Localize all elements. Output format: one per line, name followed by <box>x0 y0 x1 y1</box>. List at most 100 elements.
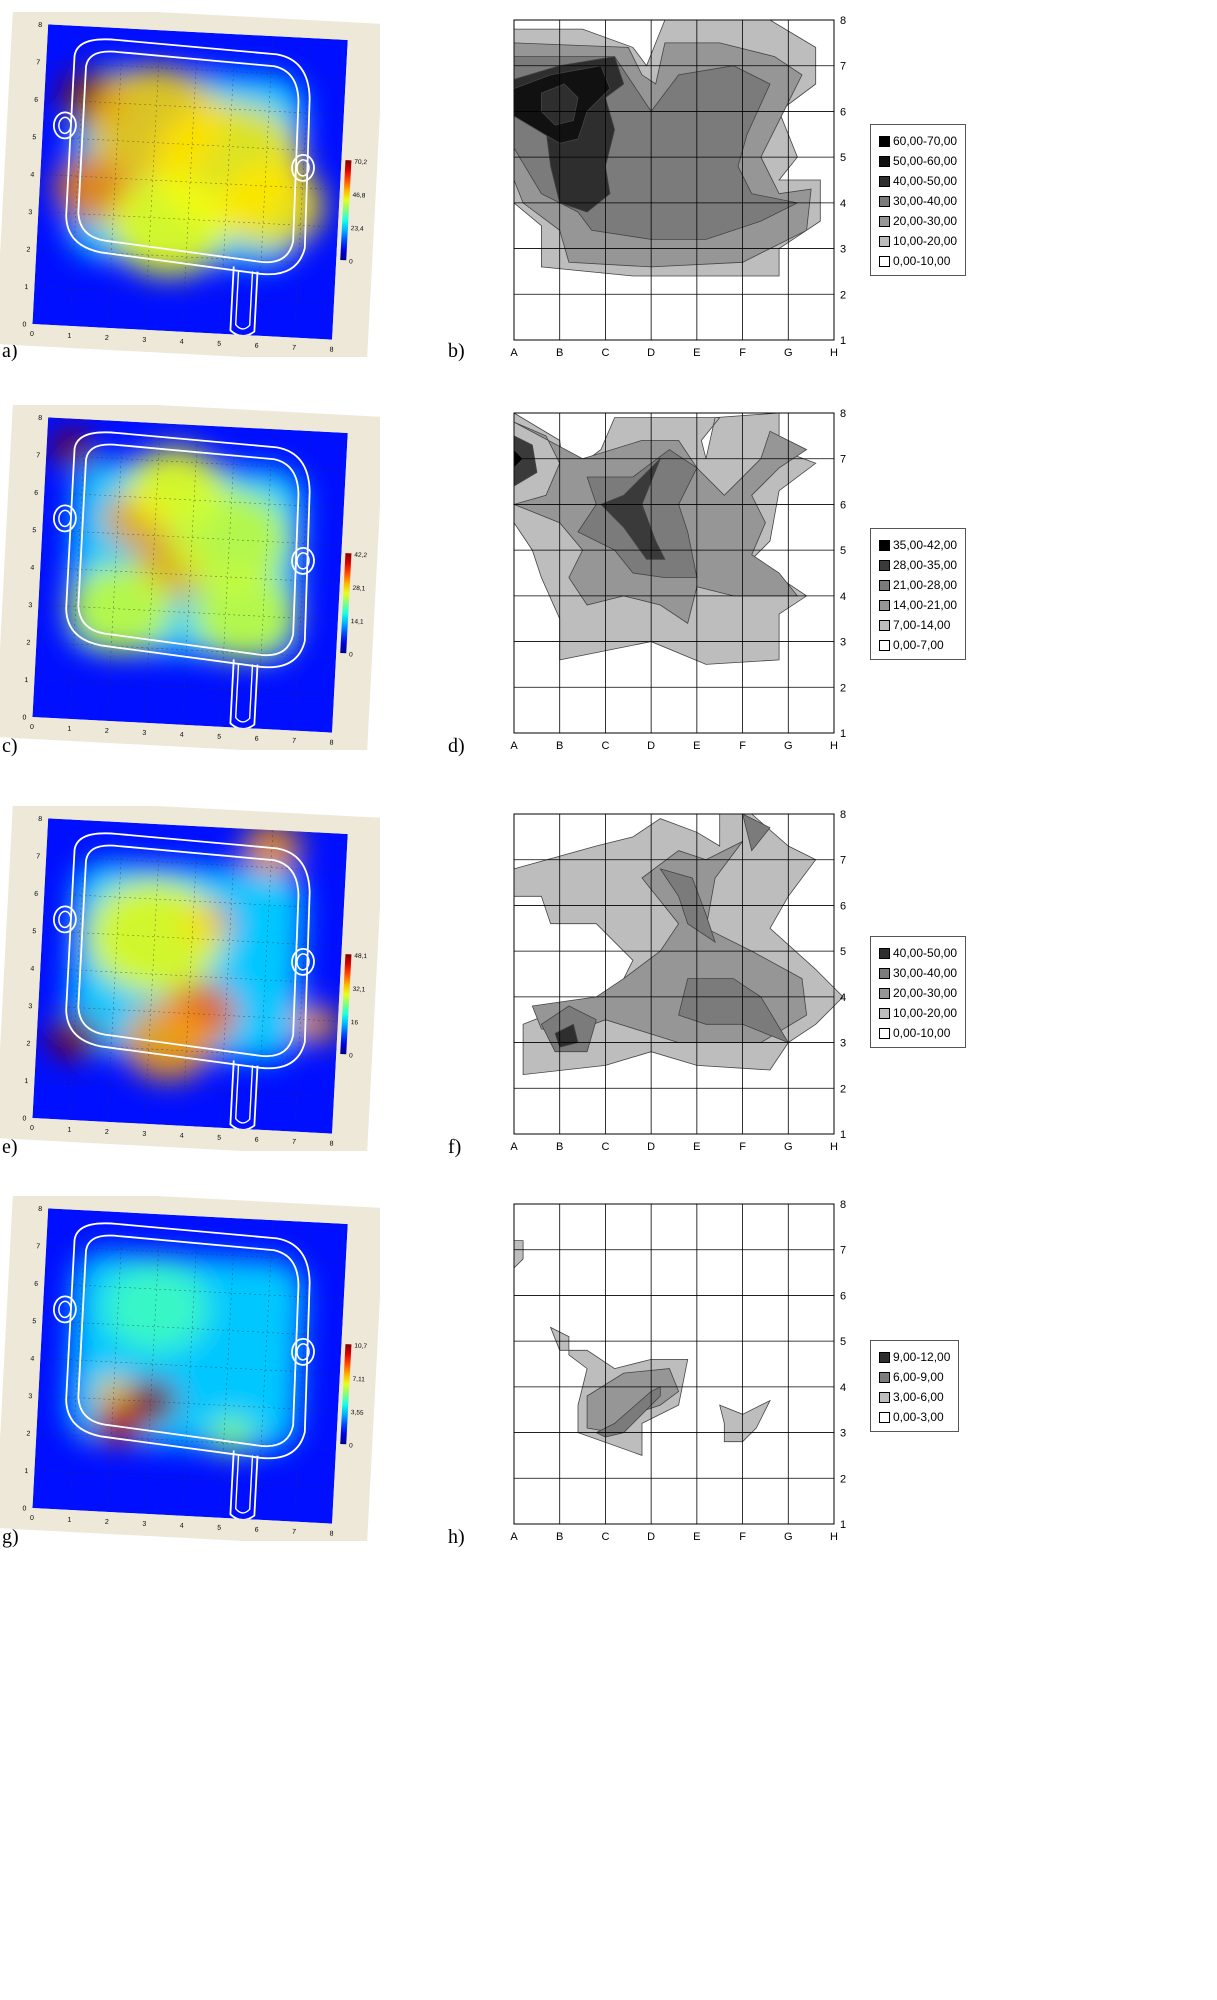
legend-label: 30,00-40,00 <box>893 966 958 980</box>
y-tick-label: 6 <box>840 106 846 118</box>
y-tick-label: 8 <box>840 809 846 821</box>
y-tick-label: 5 <box>840 545 846 557</box>
legend-swatch <box>879 135 890 147</box>
legend-label: 3,00-6,00 <box>893 1390 944 1404</box>
x-tick-label: 1 <box>67 333 71 340</box>
y-tick-label: 2 <box>840 1083 846 1095</box>
x-tick-label: A <box>510 1531 518 1541</box>
contour-svg-f: A B C D E F G H1 2 3 4 5 6 7 8 <box>510 809 846 1153</box>
x-tick-label: 8 <box>329 1141 333 1148</box>
x-tick-label: 6 <box>254 343 258 350</box>
y-tick-label: 7 <box>36 853 40 860</box>
panel-label-d: d) <box>448 735 465 757</box>
y-tick-label: 7 <box>36 452 40 459</box>
legend-label: 0,00-3,00 <box>893 1410 944 1424</box>
y-tick-label: 7 <box>840 1245 846 1257</box>
legend-label: 28,00-35,00 <box>893 558 958 572</box>
x-tick-label: E <box>693 347 700 357</box>
colorbar-tick-label: 0 <box>349 258 353 265</box>
y-tick-label: 3 <box>840 637 846 649</box>
x-tick-label: 1 <box>67 1517 71 1524</box>
y-tick-label: 6 <box>34 490 38 497</box>
colorbar <box>340 160 352 261</box>
legend-entry: 0,00-7,00 <box>879 635 957 655</box>
x-tick-label: B <box>556 1141 563 1151</box>
heatmap-hotspot <box>241 823 302 875</box>
colorbar-tick-label: 32,1 <box>352 986 365 994</box>
panel-label-b: b) <box>448 340 465 362</box>
x-tick-label: H <box>830 347 838 357</box>
y-tick-label: 8 <box>38 1206 42 1213</box>
y-tick-label: 1 <box>840 1519 846 1531</box>
legend-swatch <box>879 639 890 651</box>
legend-entry: 60,00-70,00 <box>879 131 957 151</box>
y-tick-label: 3 <box>28 602 32 609</box>
y-tick-label: 1 <box>24 1468 28 1475</box>
legend-entry: 0,00-10,00 <box>879 1023 957 1043</box>
y-tick-label: 4 <box>30 172 34 179</box>
colorbar <box>340 553 352 654</box>
y-tick-label: 5 <box>32 134 36 141</box>
y-tick-label: 2 <box>26 1431 30 1438</box>
y-tick-label: 0 <box>22 1505 26 1512</box>
legend-panel-d: 35,00-42,00 28,00-35,00 21,00-28,00 14,00-2… <box>870 528 967 660</box>
legend-swatch <box>879 579 890 591</box>
x-tick-label: 8 <box>329 1531 333 1538</box>
y-tick-label: 4 <box>30 966 34 973</box>
x-tick-label: 2 <box>105 728 109 735</box>
legend-label: 40,00-50,00 <box>893 946 958 960</box>
heatmap-hotspot <box>109 174 230 277</box>
panel-label-c: c) <box>2 735 18 757</box>
heatmap-hotspot <box>87 879 223 994</box>
x-tick-label: 8 <box>329 347 333 354</box>
legend-swatch <box>879 215 890 227</box>
y-tick-label: 4 <box>840 198 846 210</box>
x-tick-label: D <box>647 347 655 357</box>
y-tick-label: 6 <box>34 891 38 898</box>
legend-label: 35,00-42,00 <box>893 538 958 552</box>
legend-swatch <box>879 539 890 551</box>
heatmap-hotspot <box>209 1416 255 1455</box>
colorbar-tick-label: 23,4 <box>351 225 364 233</box>
x-tick-label: 4 <box>180 1523 184 1530</box>
y-tick-label: 7 <box>36 59 40 66</box>
legend-label: 0,00-10,00 <box>893 1026 951 1040</box>
y-tick-label: 3 <box>28 1003 32 1010</box>
legend-swatch <box>879 559 890 571</box>
engine-outline-inner <box>77 50 300 264</box>
legend-swatch <box>879 1371 890 1383</box>
colorbar <box>340 954 352 1055</box>
x-tick-label: 6 <box>254 1527 258 1534</box>
x-tick-label: H <box>830 740 838 750</box>
colorbar <box>340 1344 352 1445</box>
y-tick-label: 2 <box>26 247 30 254</box>
legend-entry: 50,00-60,00 <box>879 151 957 171</box>
legend-swatch <box>879 619 890 631</box>
legend-entry: 30,00-40,00 <box>879 191 957 211</box>
legend-entry: 10,00-20,00 <box>879 231 957 251</box>
y-tick-label: 2 <box>26 1041 30 1048</box>
legend-swatch <box>879 987 890 999</box>
x-tick-label: A <box>510 347 518 357</box>
x-tick-label: 2 <box>105 1519 109 1526</box>
heatmap-panel-e: 0 0 1 1 2 2 3 3 4 4 5 5 6 6 7 7 8 8 48,1 32,1 16 0 <box>0 798 385 1158</box>
colorbar-tick-label: 0 <box>349 1052 353 1059</box>
legend-label: 9,00-12,00 <box>893 1350 951 1364</box>
y-tick-label: 8 <box>38 816 42 823</box>
legend-label: 40,00-50,00 <box>893 174 958 188</box>
legend-label: 20,00-30,00 <box>893 986 958 1000</box>
y-tick-label: 5 <box>840 152 846 164</box>
x-tick-label: 7 <box>292 1139 296 1146</box>
legend-swatch <box>879 255 890 267</box>
x-tick-label: 5 <box>217 341 221 348</box>
legend-label: 0,00-7,00 <box>893 638 944 652</box>
x-tick-label: E <box>693 1141 700 1151</box>
legend-swatch <box>879 599 890 611</box>
legend-panel-f: 40,00-50,00 30,00-40,00 20,00-30,00 10,00-2… <box>870 936 967 1048</box>
legend-label: 50,00-60,00 <box>893 154 958 168</box>
contour-region <box>742 813 771 852</box>
y-tick-label: 6 <box>34 97 38 104</box>
x-tick-label: 3 <box>142 730 146 737</box>
